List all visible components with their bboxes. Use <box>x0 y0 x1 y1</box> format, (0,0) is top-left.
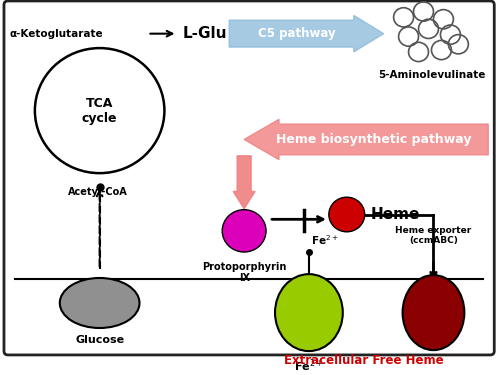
Text: Heme exporter
(ccmABC): Heme exporter (ccmABC) <box>396 226 471 245</box>
Text: TCA
cycle: TCA cycle <box>82 97 118 124</box>
Text: C5 pathway: C5 pathway <box>258 27 336 40</box>
Text: α-Ketoglutarate: α-Ketoglutarate <box>10 28 104 39</box>
Text: Extracellular Free Heme: Extracellular Free Heme <box>284 354 444 367</box>
Text: L-Glu: L-Glu <box>182 26 227 41</box>
Ellipse shape <box>60 278 140 328</box>
Circle shape <box>329 197 364 232</box>
Text: Acetyl-CoA: Acetyl-CoA <box>68 188 128 197</box>
Ellipse shape <box>402 275 464 350</box>
FancyBboxPatch shape <box>4 1 494 355</box>
FancyArrow shape <box>229 15 384 52</box>
Text: Protoporphyrin
IX: Protoporphyrin IX <box>202 262 286 283</box>
Text: Heme: Heme <box>370 207 420 222</box>
Text: Fe$^{2+}$: Fe$^{2+}$ <box>294 358 324 374</box>
Text: Fe$^{2+}$: Fe$^{2+}$ <box>311 233 338 247</box>
FancyArrow shape <box>233 156 255 209</box>
Ellipse shape <box>275 274 343 351</box>
Text: Glucose: Glucose <box>75 335 124 345</box>
Circle shape <box>222 210 266 252</box>
Text: Heme biosynthetic pathway: Heme biosynthetic pathway <box>276 133 471 146</box>
FancyArrow shape <box>244 119 488 160</box>
Text: 5-Aminolevulinate: 5-Aminolevulinate <box>378 70 485 80</box>
